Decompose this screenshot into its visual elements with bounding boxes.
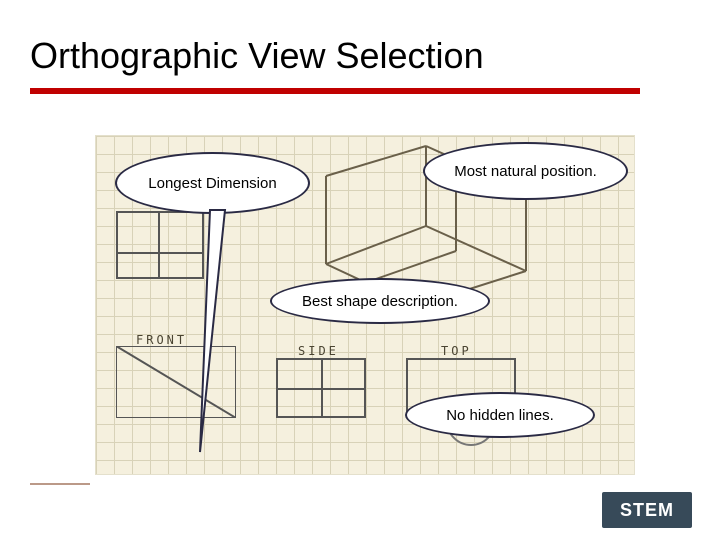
callout-natural: Most natural position.	[423, 142, 628, 200]
stem-logo-text: STEM	[620, 500, 674, 521]
callout-shape-text: Best shape description.	[302, 293, 458, 310]
slide-title: Orthographic View Selection	[30, 35, 484, 77]
callout-hidden: No hidden lines.	[405, 392, 595, 438]
footer-rule	[30, 483, 90, 485]
callout-shape: Best shape description.	[270, 278, 490, 324]
callout-longest-text: Longest Dimension	[148, 175, 276, 192]
callout-longest: Longest Dimension	[115, 152, 310, 214]
label-side: SIDE	[298, 344, 339, 358]
stem-logo: STEM	[602, 492, 692, 528]
callout-hidden-text: No hidden lines.	[446, 407, 554, 424]
view-side-h	[276, 388, 366, 390]
title-underline	[30, 88, 640, 94]
slide-root: Orthographic View Selection	[0, 0, 720, 540]
label-top: TOP	[441, 344, 472, 358]
label-front: FRONT	[136, 333, 187, 347]
callout-natural-text: Most natural position.	[454, 163, 597, 180]
view-front	[116, 346, 236, 418]
